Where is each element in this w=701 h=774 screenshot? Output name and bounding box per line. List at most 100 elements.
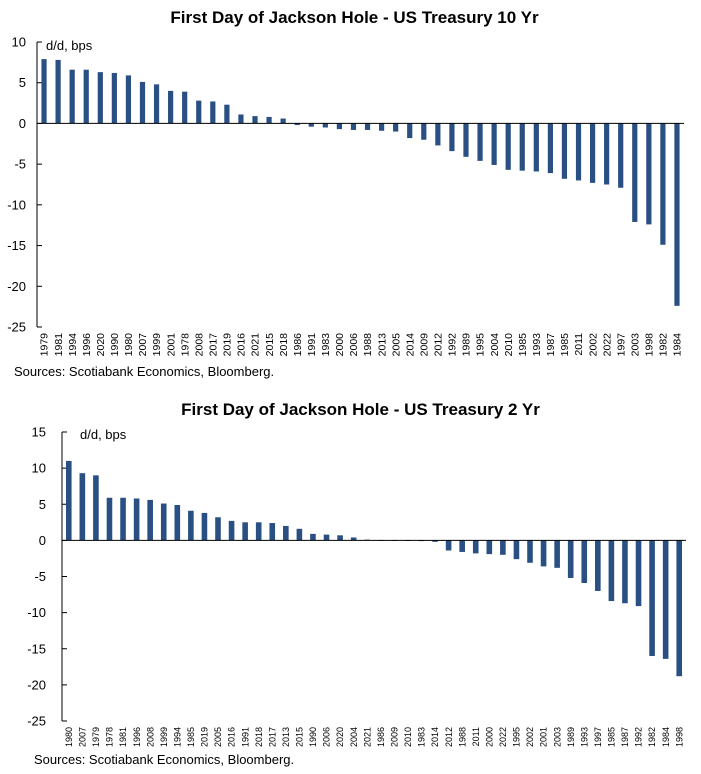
y-tick-label: -15 bbox=[27, 641, 46, 656]
bar bbox=[589, 123, 596, 183]
bar bbox=[153, 84, 160, 124]
bar bbox=[632, 123, 638, 222]
bar bbox=[432, 540, 438, 542]
y-tick-label: 5 bbox=[19, 75, 26, 90]
bar bbox=[228, 520, 235, 541]
chart-source: Sources: Scotiabank Economics, Bloomberg… bbox=[14, 364, 275, 379]
bar bbox=[215, 517, 221, 541]
x-tick-label: 1997 bbox=[593, 727, 603, 747]
bar bbox=[337, 535, 343, 541]
x-tick-label: 1979 bbox=[39, 333, 51, 357]
x-tick-label: 1984 bbox=[661, 727, 671, 747]
x-tick-label: 2021 bbox=[250, 333, 262, 357]
x-tick-label: 1998 bbox=[674, 727, 684, 747]
bar bbox=[210, 101, 216, 124]
x-tick-label: 1987 bbox=[620, 727, 630, 747]
bar bbox=[69, 69, 75, 124]
y-tick-label: -15 bbox=[7, 238, 26, 253]
x-tick-label: 2010 bbox=[503, 333, 515, 357]
x-tick-label: 2003 bbox=[629, 333, 641, 357]
x-tick-label: 2000 bbox=[484, 727, 494, 747]
x-tick-label: 1979 bbox=[91, 727, 101, 747]
bar bbox=[160, 503, 167, 541]
bar bbox=[421, 123, 427, 140]
x-tick-label: 1981 bbox=[118, 727, 128, 747]
x-tick-label: 1991 bbox=[240, 727, 250, 747]
bar bbox=[120, 497, 126, 541]
x-tick-label: 1999 bbox=[151, 333, 163, 357]
chart-2yr-plot: 15 10 5 0 -5 -10 -15 -20 -25 d/d, bps 1980 2007 1979… bbox=[27, 425, 686, 747]
y-tick-label: 10 bbox=[32, 461, 46, 476]
chart-2yr: First Day of Jackson Hole - US Treasury … bbox=[0, 392, 701, 774]
y-tick-label: -20 bbox=[27, 677, 46, 692]
x-tick-label: 2020 bbox=[95, 333, 107, 357]
x-tick-label: 2008 bbox=[193, 333, 205, 357]
bar bbox=[540, 540, 547, 567]
x-tick-label: 2009 bbox=[389, 727, 399, 747]
x-tick-label: 2011 bbox=[573, 333, 585, 356]
bar bbox=[519, 123, 525, 171]
x-tick-label: 2019 bbox=[222, 333, 234, 357]
bar bbox=[323, 534, 330, 541]
x-tick-label: 1984 bbox=[672, 333, 684, 357]
x-tick-label: 1993 bbox=[579, 727, 589, 747]
x-tick-label: 1994 bbox=[67, 333, 79, 357]
bar bbox=[168, 90, 174, 124]
bar bbox=[41, 59, 47, 124]
bar bbox=[527, 540, 533, 563]
bar bbox=[269, 523, 276, 541]
x-tick-label: 2002 bbox=[587, 333, 599, 357]
bar bbox=[477, 123, 483, 161]
x-tick-label: 2012 bbox=[433, 333, 445, 357]
x-tick-label: 2012 bbox=[444, 727, 454, 747]
y-tick-label: -20 bbox=[7, 279, 26, 294]
bar bbox=[93, 475, 99, 541]
x-tick-label: 1999 bbox=[159, 727, 169, 747]
bar bbox=[238, 114, 244, 124]
x-tick-label: 1980 bbox=[123, 333, 135, 357]
x-tick-label: 2014 bbox=[430, 727, 440, 747]
bar bbox=[449, 123, 455, 152]
bar bbox=[491, 123, 497, 165]
y-tick-label: 5 bbox=[39, 497, 46, 512]
x-tick-label: 2006 bbox=[322, 727, 332, 747]
bar bbox=[649, 540, 655, 656]
bar bbox=[182, 91, 188, 124]
bar bbox=[139, 81, 146, 124]
bar bbox=[280, 118, 286, 124]
bar bbox=[364, 123, 371, 130]
bar bbox=[533, 123, 539, 172]
x-tick-label: 2011 bbox=[471, 727, 481, 746]
bar bbox=[252, 116, 258, 124]
bar bbox=[255, 522, 262, 541]
x-tick-label: 2007 bbox=[137, 333, 149, 357]
x-tick-label: 1978 bbox=[179, 333, 191, 357]
bar bbox=[266, 116, 272, 124]
bar bbox=[350, 123, 357, 130]
bar bbox=[106, 497, 113, 541]
x-tick-label: 1981 bbox=[53, 333, 65, 357]
bar bbox=[660, 123, 666, 245]
x-tick-label: 1987 bbox=[545, 333, 557, 357]
x-tick-label: 1998 bbox=[644, 333, 656, 357]
x-tick-label: 2016 bbox=[227, 727, 237, 747]
bar bbox=[604, 123, 610, 185]
bar bbox=[547, 123, 553, 174]
bar bbox=[294, 123, 300, 126]
x-tick-label: 2015 bbox=[295, 727, 305, 747]
y-tick-label: -5 bbox=[34, 569, 46, 584]
bar bbox=[575, 123, 582, 181]
x-tick-label: 2006 bbox=[348, 333, 360, 357]
x-tick-label: 1989 bbox=[566, 727, 576, 747]
bar bbox=[608, 540, 615, 602]
x-tick-label: 2018 bbox=[278, 333, 290, 357]
bar bbox=[595, 540, 601, 591]
x-tick-label: 1985 bbox=[517, 333, 529, 357]
x-tick-label: 1988 bbox=[457, 727, 467, 747]
chart-source: Sources: Scotiabank Economics, Bloomberg… bbox=[34, 752, 295, 767]
x-tick-label: 2017 bbox=[267, 727, 277, 747]
bar bbox=[554, 540, 560, 568]
y-axis-label: d/d, bps bbox=[46, 38, 93, 53]
x-tick-label: 1993 bbox=[531, 333, 543, 357]
